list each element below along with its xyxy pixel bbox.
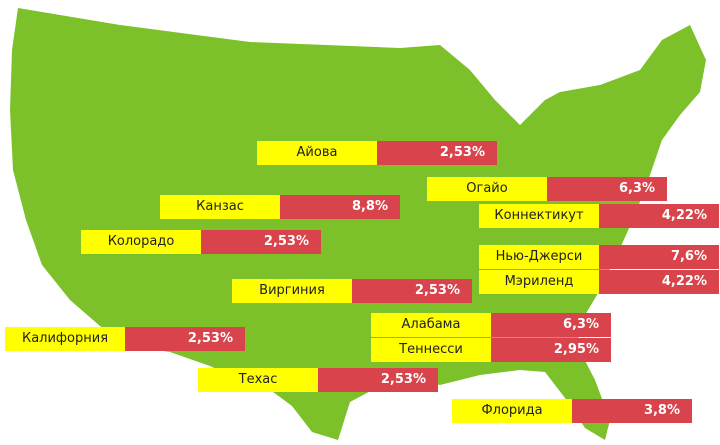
state-value: 2,95% [491, 338, 611, 362]
state-name: Коннектикут [479, 204, 599, 228]
state-value: 2,53% [125, 327, 245, 351]
state-label: Канзас 8,8% [160, 195, 400, 219]
state-value: 2,53% [377, 141, 497, 165]
state-label: Огайо 6,3% [427, 177, 667, 201]
state-name: Техас [198, 368, 318, 392]
state-value: 3,8% [572, 399, 692, 423]
state-value: 4,22% [599, 204, 719, 228]
state-value: 2,53% [318, 368, 438, 392]
state-name: Мэриленд [479, 270, 599, 294]
state-name: Калифорния [5, 327, 125, 351]
state-name: Флорида [452, 399, 572, 423]
state-value: 6,3% [491, 313, 611, 337]
state-name: Алабама [371, 313, 491, 337]
state-name: Огайо [427, 177, 547, 201]
state-label: Флорида 3,8% [452, 399, 692, 423]
state-label: Алабама 6,3% [371, 313, 611, 337]
state-name: Канзас [160, 195, 280, 219]
state-name: Айова [257, 141, 377, 165]
state-label: Коннектикут 4,22% [479, 204, 719, 228]
state-name: Виргиния [232, 279, 352, 303]
state-value: 2,53% [201, 230, 321, 254]
state-label: Калифорния 2,53% [5, 327, 245, 351]
state-value: 7,6% [599, 245, 719, 269]
state-value: 6,3% [547, 177, 667, 201]
state-value: 2,53% [352, 279, 472, 303]
state-name: Теннесси [371, 338, 491, 362]
state-value: 4,22% [599, 270, 719, 294]
state-label: Нью-Джерси 7,6% [479, 245, 719, 269]
state-name: Нью-Джерси [479, 245, 599, 269]
state-value: 8,8% [280, 195, 400, 219]
state-label: Виргиния 2,53% [232, 279, 472, 303]
state-label: Колорадо 2,53% [81, 230, 321, 254]
state-label: Теннесси 2,95% [371, 338, 611, 362]
state-label: Мэриленд 4,22% [479, 270, 719, 294]
state-label: Техас 2,53% [198, 368, 438, 392]
state-name: Колорадо [81, 230, 201, 254]
state-label: Айова 2,53% [257, 141, 497, 165]
